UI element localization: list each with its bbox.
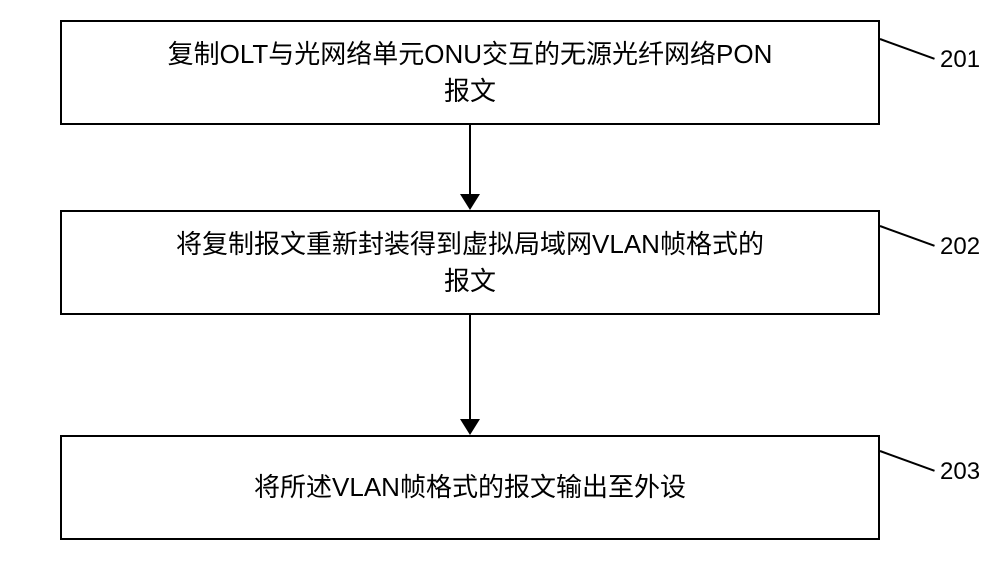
leader-203 bbox=[880, 450, 935, 472]
step-box-203: 将所述VLAN帧格式的报文输出至外设 bbox=[60, 435, 880, 540]
leader-201 bbox=[880, 38, 935, 60]
step-text-202: 将复制报文重新封装得到虚拟局域网VLAN帧格式的 报文 bbox=[176, 226, 764, 299]
flowchart-canvas: 复制OLT与光网络单元ONU交互的无源光纤网络PON 报文 201 将复制报文重… bbox=[0, 0, 1000, 580]
leader-202 bbox=[880, 225, 935, 247]
step-label-203: 203 bbox=[940, 458, 980, 486]
arrow-1-head bbox=[460, 194, 480, 210]
arrow-1-shaft bbox=[469, 125, 471, 194]
step-label-201: 201 bbox=[940, 46, 980, 74]
step-box-201: 复制OLT与光网络单元ONU交互的无源光纤网络PON 报文 bbox=[60, 20, 880, 125]
arrow-2-head bbox=[460, 419, 480, 435]
step-label-202: 202 bbox=[940, 233, 980, 261]
step-box-202: 将复制报文重新封装得到虚拟局域网VLAN帧格式的 报文 bbox=[60, 210, 880, 315]
step-text-201: 复制OLT与光网络单元ONU交互的无源光纤网络PON 报文 bbox=[168, 36, 773, 109]
step-text-203: 将所述VLAN帧格式的报文输出至外设 bbox=[254, 469, 686, 505]
arrow-2-shaft bbox=[469, 315, 471, 419]
